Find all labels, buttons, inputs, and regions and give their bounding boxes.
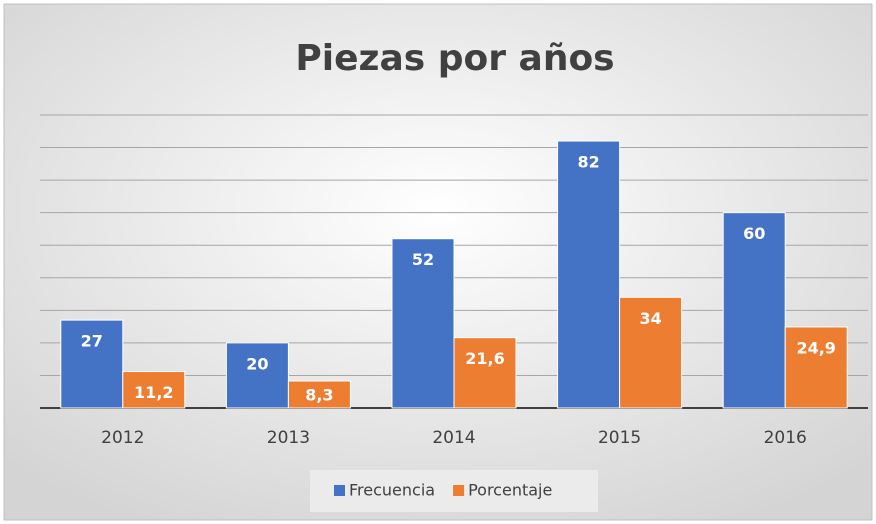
bar	[391, 238, 455, 409]
bar	[122, 371, 186, 409]
x-tick-label: 2014	[432, 428, 475, 448]
data-label: 24,9	[796, 338, 835, 357]
data-label: 27	[81, 332, 103, 351]
data-label: 34	[639, 309, 661, 328]
legend-label: Porcentaje	[468, 481, 552, 500]
bar	[453, 337, 517, 409]
data-label: 11,2	[134, 383, 173, 402]
data-label: 20	[246, 354, 268, 373]
x-tick-label: 2013	[267, 428, 310, 448]
legend-swatch	[453, 485, 465, 496]
data-label: 82	[577, 153, 599, 172]
x-tick-label: 2015	[598, 428, 641, 448]
data-label: 60	[743, 224, 765, 243]
x-tick-label: 2016	[764, 428, 807, 448]
chart-title: Piezas por años	[295, 38, 614, 79]
bar	[225, 342, 289, 409]
bar	[557, 140, 621, 409]
bar	[619, 296, 683, 409]
data-label: 8,3	[305, 386, 333, 405]
bar	[722, 212, 786, 409]
data-label: 21,6	[465, 349, 504, 368]
bar	[287, 380, 351, 409]
data-label: 52	[412, 250, 434, 269]
legend-label: Frecuencia	[349, 481, 435, 500]
legend-swatch	[334, 485, 345, 496]
bar	[784, 326, 848, 409]
bar	[60, 319, 124, 409]
x-tick-label: 2012	[101, 428, 144, 448]
